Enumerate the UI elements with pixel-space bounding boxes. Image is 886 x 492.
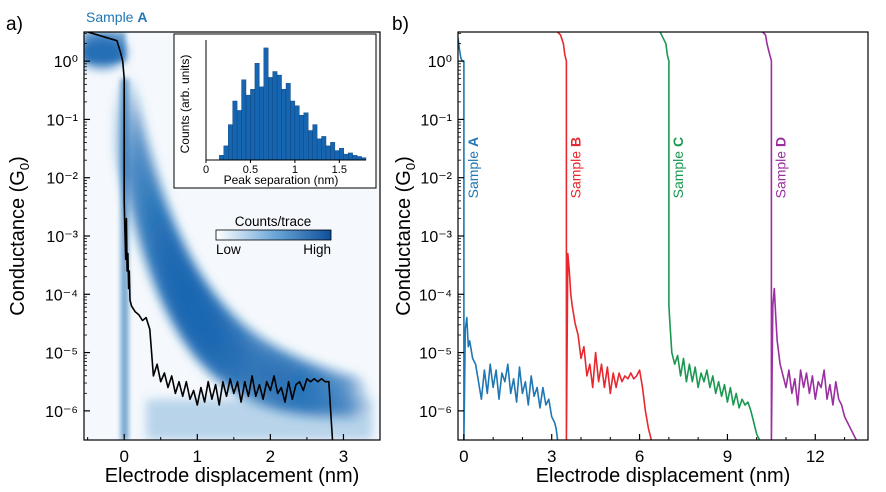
y-tick-label: 10⁻²	[420, 171, 452, 188]
series-label-sample-a: Sample A	[465, 137, 481, 198]
y-tick-label: 10⁻¹	[420, 112, 452, 129]
histogram-bar	[259, 86, 264, 161]
histogram-bar	[250, 88, 256, 161]
histogram-bar	[228, 124, 233, 161]
histogram-bar	[223, 145, 229, 161]
histogram-bar	[219, 155, 224, 161]
histogram-bar	[299, 114, 304, 161]
y-tick-label: 10⁰	[54, 54, 78, 71]
inset-histogram: 0 0.5 1 1.5 Peak separation (nm) Counts (ar…	[173, 33, 377, 189]
histogram-bar	[241, 79, 247, 161]
conductance-traces-plot	[458, 32, 858, 440]
panel-b-y-axis-label: Conductance (G0)	[393, 156, 418, 316]
panel-b-frame	[457, 31, 869, 441]
histogram-bar	[348, 152, 353, 161]
x-tick-label: 6	[635, 447, 644, 466]
inset-x-tick-label: 1	[292, 164, 298, 176]
colorbar-high-label: High	[303, 242, 331, 257]
histogram-bar	[276, 74, 282, 161]
panel-b: b) 0 3 6 9 12 10⁰ 10⁻¹ 10⁻² 10⁻³ 10⁻⁴ 10⁻⁵ 10⁻⁶ Sam…	[392, 14, 869, 487]
histogram-bar	[321, 136, 327, 161]
x-tick-label: 3	[339, 447, 348, 466]
histogram-bar	[263, 47, 269, 161]
histogram-bar	[254, 63, 260, 161]
colorbar: Counts/trace Low High	[215, 214, 332, 257]
histogram-bar	[268, 77, 273, 161]
y-tick-label: 10⁻⁶	[45, 404, 78, 421]
histogram-bar	[290, 100, 296, 161]
inset-x-tick-label: 1.5	[332, 164, 347, 176]
trace-sample-d	[762, 32, 858, 440]
panel-b-series-labels: Sample A Sample B Sample C Sample D	[465, 137, 788, 198]
histogram-bar	[236, 110, 242, 161]
inset-x-tick-label: 0.5	[243, 164, 258, 176]
example-trace	[87, 32, 334, 440]
panel-b-label: b)	[392, 14, 409, 35]
histogram-bar	[312, 124, 318, 161]
y-tick-label: 10⁰	[428, 54, 452, 71]
y-tick-label: 10⁻⁶	[419, 404, 452, 421]
panel-b-x-axis-label: Electrode displacement (nm)	[536, 465, 791, 487]
x-tick-label: 2	[266, 447, 275, 466]
colorbar-gradient	[215, 229, 332, 241]
histogram-bar	[308, 130, 313, 161]
histogram-bar	[330, 142, 336, 161]
x-tick-label: 3	[547, 447, 556, 466]
panel-a-y-axis-label: Conductance (G0)	[7, 156, 32, 316]
y-tick-label: 10⁻⁵	[419, 346, 452, 363]
histogram-bar	[325, 145, 331, 161]
colorbar-low-label: Low	[216, 242, 241, 257]
x-tick-label: 0	[459, 447, 468, 466]
histogram-bar	[303, 112, 309, 161]
x-tick-label: 9	[723, 447, 732, 466]
histogram-bar	[352, 155, 358, 161]
panel-a-label: a)	[6, 14, 23, 35]
histogram-bar	[232, 100, 238, 161]
histogram-bar	[343, 153, 349, 161]
panel-a: a) Sample A 0 1 2 3 10⁰ 10⁻¹ 10⁻² 10⁻³ 10⁻⁴ 10⁻⁵ 1…	[6, 9, 381, 487]
histogram-bar	[285, 83, 291, 161]
density-floor	[146, 399, 373, 440]
histogram-bar	[356, 156, 362, 161]
trace-sample-c	[659, 32, 761, 440]
y-tick-label: 10⁻⁴	[419, 287, 452, 304]
histogram-bar	[294, 105, 300, 161]
inset-x-tick-label: 0	[203, 164, 209, 176]
inset-y-axis-label: Counts (arb. units)	[178, 55, 192, 154]
panel-a-title: Sample A	[86, 9, 147, 25]
histogram-bar	[334, 150, 340, 161]
trace-sample-b	[557, 32, 653, 440]
series-label-sample-d: Sample D	[772, 137, 788, 198]
x-tick-label: 1	[193, 447, 202, 466]
y-tick-label: 10⁻²	[46, 171, 78, 188]
histogram-bar	[316, 138, 322, 161]
panel-b-axes: 0 3 6 9 12 10⁰ 10⁻¹ 10⁻² 10⁻³ 10⁻⁴ 10⁻⁵ 10⁻⁶	[419, 32, 846, 466]
y-tick-label: 10⁻¹	[46, 112, 78, 129]
x-tick-label: 0	[119, 447, 128, 466]
panel-a-x-axis-label: Electrode displacement (nm)	[105, 465, 360, 487]
density-break	[120, 78, 129, 440]
histogram-bar	[339, 147, 344, 161]
histogram-bar	[272, 71, 278, 161]
panel-a-axes: 0 1 2 3 10⁰ 10⁻¹ 10⁻² 10⁻³ 10⁻⁴ 10⁻⁵ 10⁻⁶	[45, 32, 381, 466]
series-label-sample-c: Sample C	[670, 137, 686, 198]
histogram-bar	[245, 94, 251, 161]
histogram-bar	[281, 88, 287, 161]
colorbar-title: Counts/trace	[235, 214, 312, 229]
y-tick-label: 10⁻⁴	[45, 287, 78, 304]
x-tick-label: 12	[806, 447, 825, 466]
y-tick-label: 10⁻³	[420, 229, 452, 246]
trace-sample-a	[458, 37, 559, 440]
y-tick-label: 10⁻⁵	[45, 346, 78, 363]
series-label-sample-b: Sample B	[567, 137, 583, 198]
inset-axes: 0 0.5 1 1.5	[203, 40, 366, 176]
y-tick-label: 10⁻³	[46, 229, 78, 246]
inset-x-axis-label: Peak separation (nm)	[224, 173, 339, 187]
